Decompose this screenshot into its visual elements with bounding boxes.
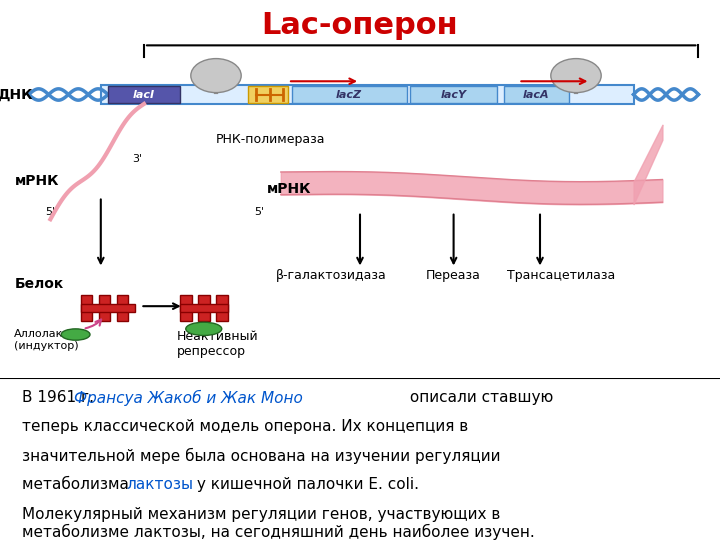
Text: Аллолактоза
(индуктор): Аллолактоза (индуктор) — [14, 329, 90, 351]
Text: метаболизма: метаболизма — [22, 477, 133, 492]
FancyBboxPatch shape — [108, 86, 180, 103]
Text: РНК-полимераза: РНК-полимераза — [216, 133, 325, 146]
FancyBboxPatch shape — [117, 295, 128, 321]
Text: у кишечной палочки E. coli.: у кишечной палочки E. coli. — [192, 477, 419, 492]
Text: lacY: lacY — [441, 90, 467, 99]
Text: Трансацетилаза: Трансацетилаза — [508, 269, 616, 282]
FancyBboxPatch shape — [180, 305, 228, 312]
Text: теперь классической модель оперона. Их концепция в: теперь классической модель оперона. Их к… — [22, 419, 468, 434]
Text: Переаза: Переаза — [426, 269, 481, 282]
Text: Неактивный
репрессор: Неактивный репрессор — [176, 330, 258, 358]
FancyBboxPatch shape — [248, 86, 288, 103]
Text: lacA: lacA — [523, 90, 549, 99]
FancyBboxPatch shape — [81, 295, 92, 321]
Text: лактозы: лактозы — [126, 477, 193, 492]
Text: 5': 5' — [45, 207, 55, 217]
FancyBboxPatch shape — [504, 86, 569, 103]
Ellipse shape — [61, 329, 90, 340]
Ellipse shape — [186, 322, 222, 335]
Ellipse shape — [191, 58, 241, 92]
FancyBboxPatch shape — [99, 295, 110, 321]
Text: Lac-оперон: Lac-оперон — [261, 11, 459, 40]
Text: β-галактозидаза: β-галактозидаза — [276, 269, 387, 282]
Text: 5': 5' — [254, 207, 264, 217]
FancyBboxPatch shape — [198, 295, 210, 321]
FancyBboxPatch shape — [180, 295, 192, 321]
Text: мРНК: мРНК — [266, 182, 311, 196]
Text: lacZ: lacZ — [336, 90, 362, 99]
FancyBboxPatch shape — [81, 305, 135, 312]
Text: описали ставшую: описали ставшую — [405, 390, 553, 405]
FancyBboxPatch shape — [101, 85, 634, 104]
FancyBboxPatch shape — [410, 86, 497, 103]
Text: мРНК: мРНК — [14, 174, 59, 188]
Text: Белок: Белок — [14, 276, 63, 291]
Text: метаболизме лактозы, на сегодняшний день наиболее изучен.: метаболизме лактозы, на сегодняшний день… — [22, 524, 534, 540]
Text: lacI: lacI — [133, 90, 155, 99]
Text: значительной мере была основана на изучении регуляции: значительной мере была основана на изуче… — [22, 448, 500, 464]
Ellipse shape — [551, 58, 601, 92]
Text: Франсуа Жакоб и Жак Моно: Франсуа Жакоб и Жак Моно — [74, 389, 303, 406]
Text: В 1961 г.: В 1961 г. — [22, 390, 99, 405]
FancyBboxPatch shape — [216, 295, 228, 321]
Text: Молекулярный механизм регуляции генов, участвующих в: Молекулярный механизм регуляции генов, у… — [22, 507, 500, 522]
FancyBboxPatch shape — [292, 86, 407, 103]
Text: 3': 3' — [132, 154, 142, 164]
Text: ДНК: ДНК — [0, 87, 32, 102]
